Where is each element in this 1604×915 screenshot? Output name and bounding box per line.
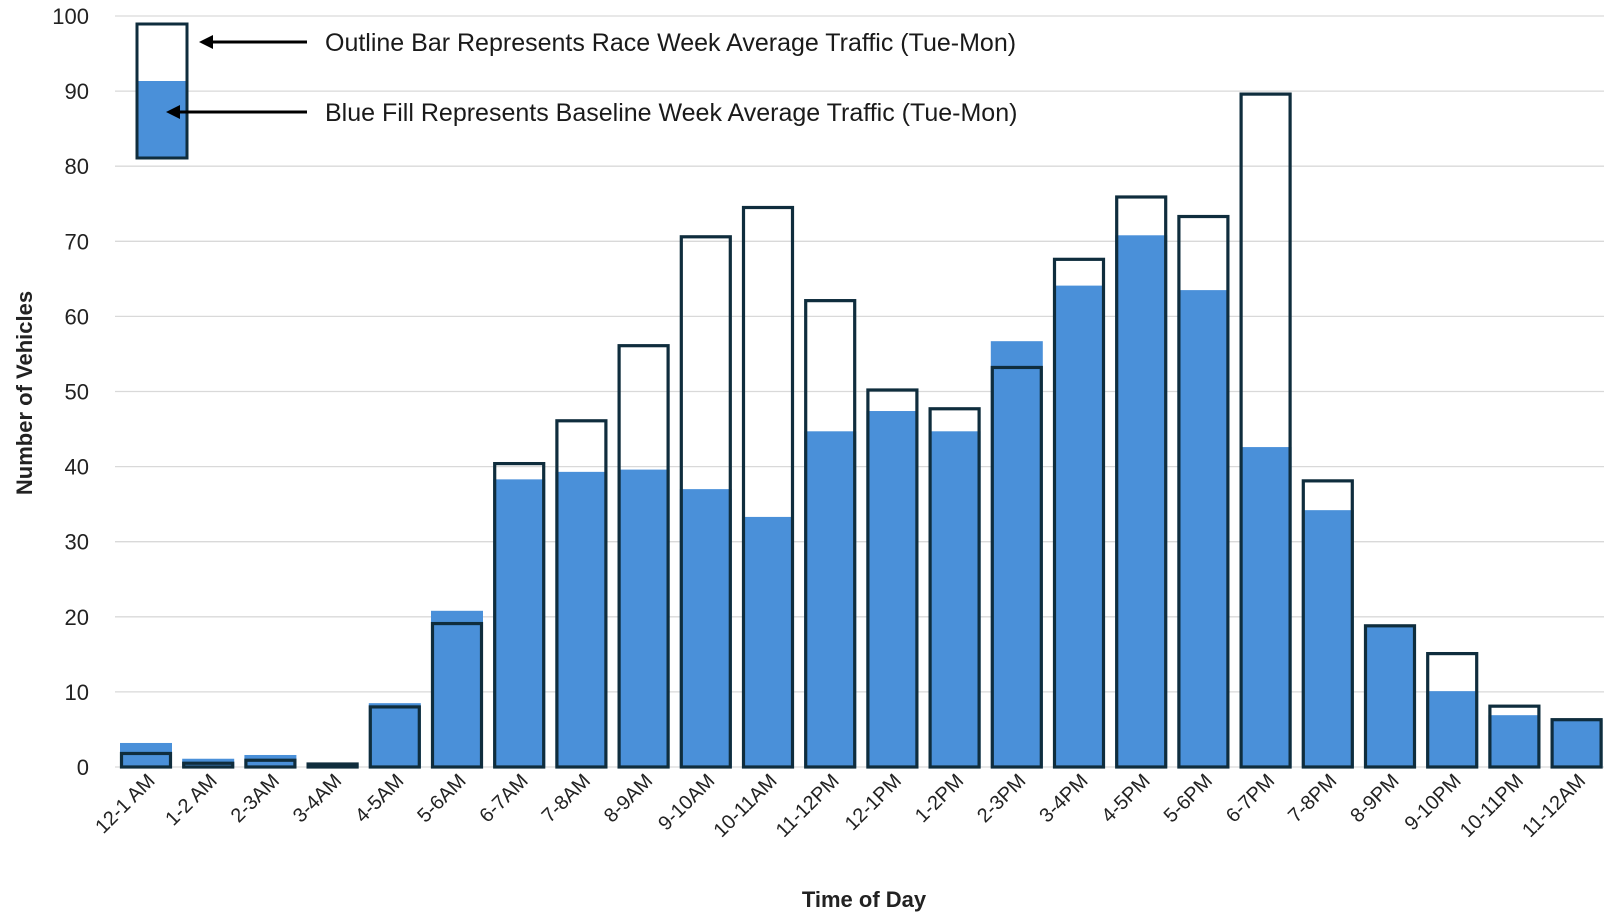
legend: Outline Bar Represents Race Week Average… (135, 22, 1017, 160)
legend-fill-label: Blue Fill Represents Baseline Week Avera… (325, 99, 1017, 127)
x-tick-label: 3-4AM (289, 770, 346, 827)
race-week-bar (430, 621, 484, 769)
legend-outline-arrowhead (199, 35, 213, 49)
legend-outline-label: Outline Bar Represents Race Week Average… (325, 29, 1016, 57)
baseline-bar (617, 469, 670, 767)
x-tick-label: 10-11AM (710, 770, 782, 842)
race-week-bar (617, 344, 670, 769)
race-week-bar (182, 761, 235, 769)
y-tick-label: 0 (77, 755, 89, 780)
baseline-bar (1550, 719, 1603, 767)
x-tick-label: 4-5PM (1098, 770, 1155, 827)
baseline-bar (1364, 625, 1416, 767)
x-tick-label: 3-4PM (1035, 770, 1092, 827)
race-week-bar (866, 388, 919, 769)
race-week-bar (1115, 195, 1168, 769)
x-tick-label: 6-7AM (476, 770, 533, 827)
y-tick-label: 40 (65, 455, 89, 480)
race-week-bar (741, 205, 795, 769)
race-week-bar (368, 705, 421, 769)
x-tick-label: 10-11PM (1456, 770, 1528, 842)
x-tick-label: 11-12PM (772, 770, 844, 842)
baseline-bar (1426, 691, 1479, 767)
y-tick-label: 100 (52, 4, 89, 29)
x-tick-label: 6-7PM (1222, 770, 1279, 827)
race-week-bar (244, 758, 297, 769)
y-tick-label: 60 (65, 304, 89, 329)
x-axis-ticks: 12-1 AM 1-2 AM 2-3AM 3-4AM 4-5AM 5-6AM 6-7AM 7-… (91, 770, 1590, 842)
x-tick-label: 4-5AM (351, 770, 408, 827)
baseline-bar (742, 516, 794, 767)
y-tick-label: 30 (65, 530, 89, 555)
race-week-bar (1363, 624, 1417, 769)
baseline-bar (928, 431, 981, 767)
race-week-bar (679, 235, 732, 769)
race-week-bar (555, 419, 608, 769)
race-week-bar (1052, 257, 1106, 769)
y-tick-label: 20 (65, 605, 89, 630)
y-tick-label: 80 (65, 154, 89, 179)
y-tick-label: 50 (65, 380, 89, 405)
race-week-bar (990, 365, 1043, 769)
baseline-bar (804, 431, 857, 767)
y-tick-label: 10 (65, 680, 89, 705)
race-week-bar (119, 751, 173, 769)
race-week-bar (804, 299, 857, 769)
race-week-bar (1426, 651, 1479, 769)
baseline-bar (1239, 447, 1292, 767)
baseline-bar (1053, 285, 1105, 767)
race-week-bar (1239, 92, 1292, 769)
race-week-bar (1550, 718, 1603, 769)
baseline-bar (1301, 510, 1354, 767)
legend-outline-swatch (135, 22, 189, 160)
baseline-bar (555, 471, 608, 767)
x-tick-label: 12-1 AM (91, 770, 159, 838)
race-week-bars (119, 92, 1603, 769)
race-week-bar (306, 762, 359, 769)
baseline-bar (679, 489, 732, 767)
race-week-bar (928, 407, 981, 769)
x-tick-label: 2-3AM (227, 770, 284, 827)
race-week-bar (1488, 704, 1541, 769)
baseline-bar (1177, 290, 1230, 767)
x-tick-label: 8-9PM (1346, 770, 1403, 827)
x-axis-title: Time of Day (802, 887, 927, 912)
baseline-bars (120, 235, 1603, 768)
x-tick-label: 7-8AM (538, 770, 595, 827)
baseline-bar (1115, 235, 1168, 768)
y-tick-label: 70 (65, 229, 89, 254)
baseline-bar (368, 703, 421, 767)
grid-lines (115, 15, 1604, 768)
baseline-bar (493, 479, 546, 767)
x-tick-label: 8-9AM (600, 770, 657, 827)
baseline-bar (1488, 715, 1541, 767)
legend-fill-arrowhead (166, 105, 180, 119)
x-tick-label: 1-2PM (911, 770, 968, 827)
baseline-bar (866, 411, 919, 767)
x-tick-label: 7-8PM (1284, 770, 1341, 827)
legend-fill-swatch (137, 81, 187, 158)
x-tick-label: 1-2 AM (161, 770, 221, 830)
y-tick-label: 90 (65, 79, 89, 104)
x-tick-label: 12-1PM (841, 770, 906, 835)
x-tick-label: 2-3PM (973, 770, 1030, 827)
race-week-bar (1177, 214, 1230, 769)
x-tick-label: 5-6AM (413, 770, 470, 827)
baseline-bar (990, 341, 1043, 767)
y-axis-ticks: 0 10 20 30 40 50 60 70 80 90 100 (52, 4, 89, 780)
race-week-bar (1301, 479, 1354, 769)
baseline-bar (431, 610, 483, 767)
x-tick-label: 5-6PM (1160, 770, 1217, 827)
x-tick-label: 11-12AM (1518, 770, 1590, 842)
race-week-bar (493, 461, 546, 769)
y-axis-title: Number of Vehicles (12, 291, 37, 495)
